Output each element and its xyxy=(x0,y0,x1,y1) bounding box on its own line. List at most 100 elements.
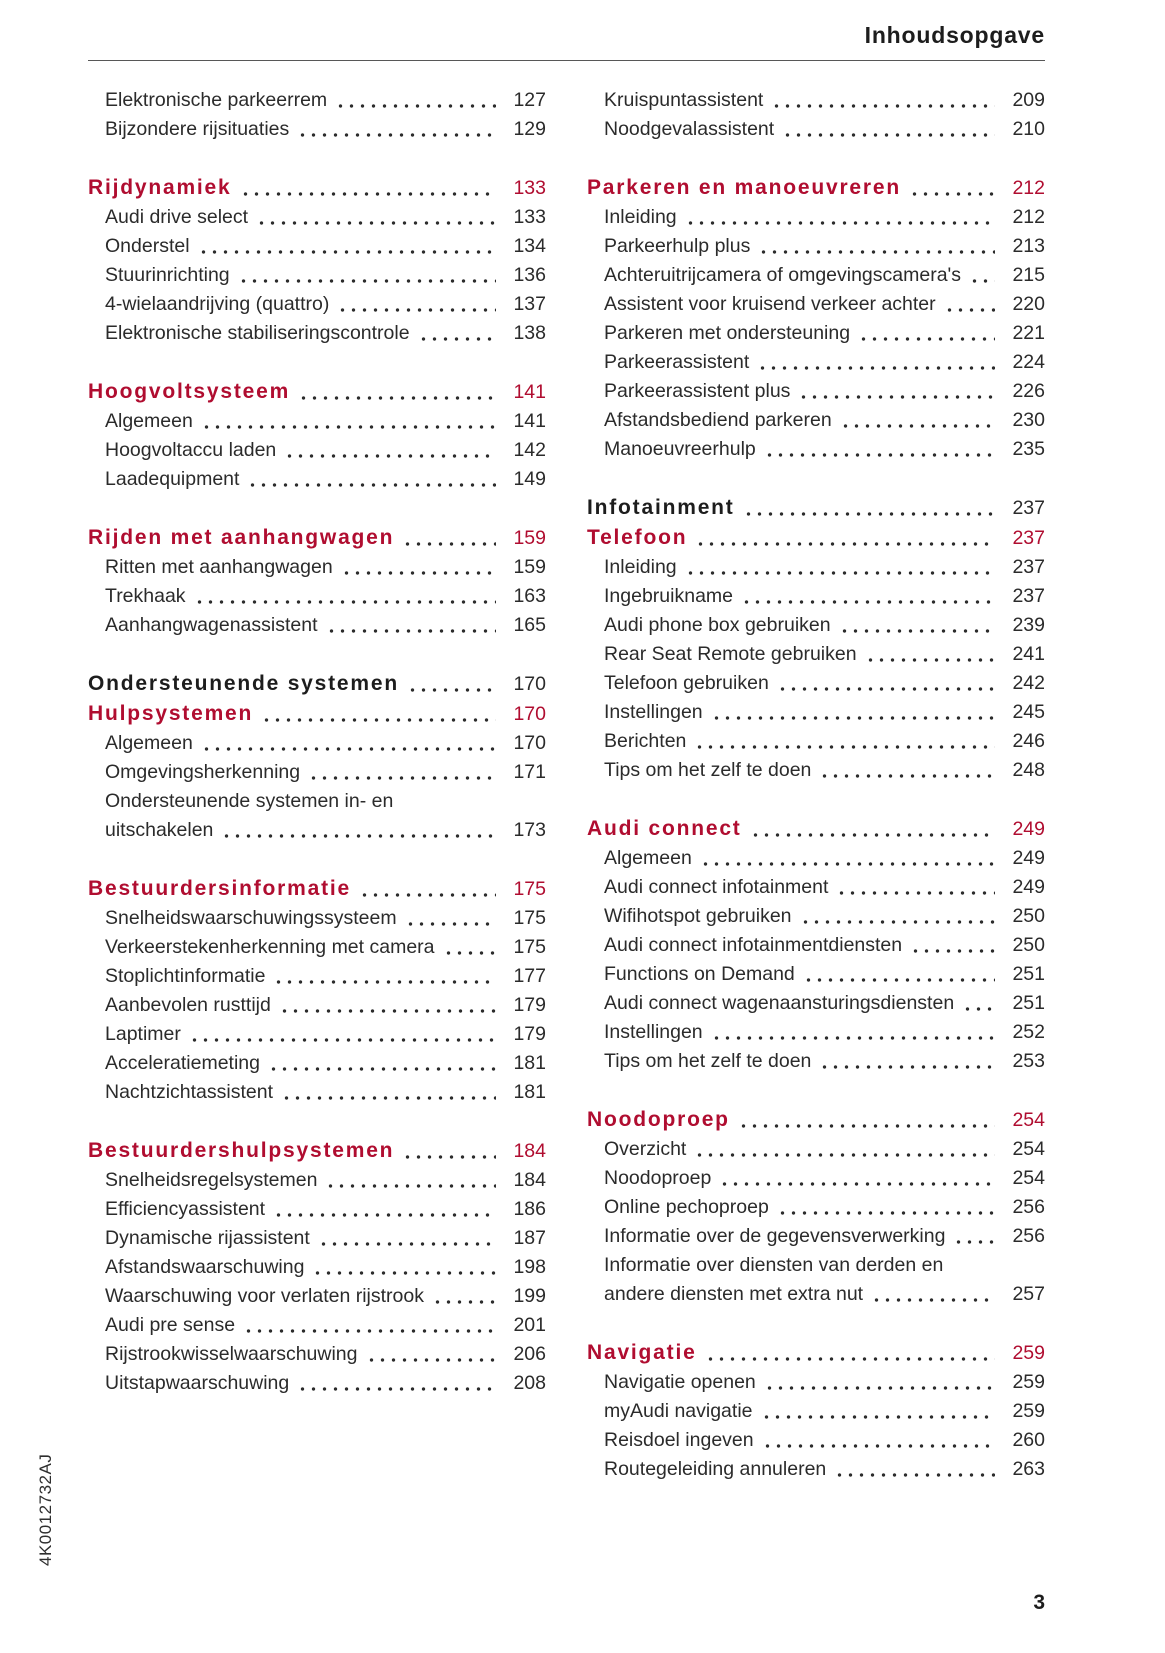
toc-entry[interactable]: Aanbevolen rusttijd 179 xyxy=(88,991,546,1020)
toc-entry[interactable]: Elektronische stabiliseringscontrole 138 xyxy=(88,319,546,348)
toc-entry[interactable]: Audi connect infotainment 249 xyxy=(587,873,1045,902)
toc-entry[interactable]: 4-wielaandrijving (quattro) 137 xyxy=(88,290,546,319)
toc-entry[interactable]: Verkeerstekenherkenning met camera 175 xyxy=(88,933,546,962)
toc-entry[interactable]: Audi phone box gebruiken 239 xyxy=(587,611,1045,640)
toc-entry[interactable]: Online pechoproep 256 xyxy=(587,1193,1045,1222)
toc-entry[interactable]: Algemeen 170 xyxy=(88,729,546,758)
toc-entry-label: Hoogvoltaccu laden xyxy=(105,439,277,461)
toc-entry[interactable]: Algemeen 249 xyxy=(587,844,1045,873)
toc-entry[interactable]: Navigatie openen 259 xyxy=(587,1368,1045,1397)
toc-chapter-entry[interactable]: Navigatie 259 xyxy=(587,1338,1045,1368)
toc-entry[interactable]: andere diensten met extra nut 257 xyxy=(587,1280,1045,1309)
toc-entry-label: Inleiding xyxy=(604,206,677,228)
toc-entry[interactable]: Informatie over de gegevensverwerking 256 xyxy=(587,1222,1045,1251)
toc-entry[interactable]: Laadequipment 149 xyxy=(88,465,546,494)
toc-entry[interactable]: Aanhangwagenassistent 165 xyxy=(88,611,546,640)
toc-chapter-entry[interactable]: Rijdynamiek 133 xyxy=(88,173,546,203)
toc-entry[interactable]: Instellingen 245 xyxy=(587,698,1045,727)
page-title: Inhoudsopgave xyxy=(864,22,1045,48)
toc-entry[interactable]: Inleiding 237 xyxy=(587,553,1045,582)
toc-entry-label: Algemeen xyxy=(604,847,692,869)
toc-entry-page: 175 xyxy=(513,878,546,900)
dot-leader xyxy=(239,191,496,197)
toc-entry[interactable]: Elektronische parkeerrem 127 xyxy=(88,86,546,115)
toc-entry[interactable]: Laptimer 179 xyxy=(88,1020,546,1049)
toc-entry[interactable]: Inleiding 212 xyxy=(587,203,1045,232)
toc-group: Audi connect 249 Algemeen 249 Audi connect i… xyxy=(587,814,1045,1076)
toc-entry[interactable]: Snelheidswaarschuwingssysteem 175 xyxy=(88,904,546,933)
toc-chapter-entry[interactable]: Bestuurdersinformatie 175 xyxy=(88,874,546,904)
toc-entry[interactable]: Efficiencyassistent 186 xyxy=(88,1195,546,1224)
toc-entry[interactable]: Noodgevalassistent 210 xyxy=(587,115,1045,144)
toc-chapter-entry[interactable]: Infotainment 237 xyxy=(587,493,1045,523)
toc-entry[interactable]: Wifihotspot gebruiken 250 xyxy=(587,902,1045,931)
toc-entry[interactable]: Achteruitrijcamera of omgevingscamera's 2… xyxy=(587,261,1045,290)
toc-chapter-entry[interactable]: Noodoproep 254 xyxy=(587,1105,1045,1135)
toc-entry[interactable]: Parkeren met ondersteuning 221 xyxy=(587,319,1045,348)
toc-entry-label: Algemeen xyxy=(105,732,193,754)
toc-entry[interactable]: Audi drive select 133 xyxy=(88,203,546,232)
toc-entry[interactable]: Afstandsbediend parkeren 230 xyxy=(587,406,1045,435)
toc-entry[interactable]: Reisdoel ingeven 260 xyxy=(587,1426,1045,1455)
dot-leader xyxy=(763,452,995,458)
toc-chapter-entry[interactable]: Rijden met aanhangwagen 159 xyxy=(88,523,546,553)
toc-entry-label: Afstandswaarschuwing xyxy=(105,1256,305,1278)
toc-chapter-entry[interactable]: Audi connect 249 xyxy=(587,814,1045,844)
toc-chapter-entry[interactable]: Parkeren en manoeuvreren 212 xyxy=(587,173,1045,203)
toc-chapter-entry[interactable]: Hulpsystemen 170 xyxy=(88,699,546,729)
toc-entry[interactable]: Informatie over diensten van derden en xyxy=(587,1251,1045,1280)
toc-entry[interactable]: Rear Seat Remote gebruiken 241 xyxy=(587,640,1045,669)
toc-entry[interactable]: Audi connect wagenaansturingsdiensten 251 xyxy=(587,989,1045,1018)
dot-leader xyxy=(757,365,995,371)
toc-entry[interactable]: Waarschuwing voor verlaten rijstrook 199 xyxy=(88,1282,546,1311)
dot-leader xyxy=(771,103,995,109)
toc-entry[interactable]: Berichten 246 xyxy=(587,727,1045,756)
toc-entry[interactable]: Rijstrookwisselwaarschuwing 206 xyxy=(88,1340,546,1369)
toc-group: Navigatie 259 Navigatie openen 259 myAudi na… xyxy=(587,1338,1045,1484)
toc-entry[interactable]: Bijzondere rijsituaties 129 xyxy=(88,115,546,144)
toc-entry[interactable]: Afstandswaarschuwing 198 xyxy=(88,1253,546,1282)
toc-entry-label: Routegeleiding annuleren xyxy=(604,1458,827,1480)
toc-entry[interactable]: Stuurinrichting 136 xyxy=(88,261,546,290)
toc-entry[interactable]: Nachtzichtassistent 181 xyxy=(88,1078,546,1107)
toc-entry[interactable]: Parkeerassistent 224 xyxy=(587,348,1045,377)
toc-entry[interactable]: Parkeerassistent plus 226 xyxy=(587,377,1045,406)
toc-entry[interactable]: Omgevingsherkenning 171 xyxy=(88,758,546,787)
toc-entry[interactable]: Acceleratiemeting 181 xyxy=(88,1049,546,1078)
toc-entry[interactable]: Kruispuntassistent 209 xyxy=(587,86,1045,115)
toc-entry[interactable]: Onderstel 134 xyxy=(88,232,546,261)
toc-entry[interactable]: Overzicht 254 xyxy=(587,1135,1045,1164)
toc-entry[interactable]: Hoogvoltaccu laden 142 xyxy=(88,436,546,465)
toc-entry[interactable]: Snelheidsregelsystemen 184 xyxy=(88,1166,546,1195)
toc-entry[interactable]: Ingebruikname 237 xyxy=(587,582,1045,611)
toc-entry[interactable]: myAudi navigatie 259 xyxy=(587,1397,1045,1426)
toc-entry[interactable]: Assistent voor kruisend verkeer achter 22… xyxy=(587,290,1045,319)
toc-entry[interactable]: Noodoproep 254 xyxy=(587,1164,1045,1193)
toc-entry[interactable]: Audi connect infotainmentdiensten 250 xyxy=(587,931,1045,960)
toc-entry-label: Hulpsystemen xyxy=(88,702,254,725)
toc-entry-label: Noodgevalassistent xyxy=(604,118,775,140)
toc-entry[interactable]: Tips om het zelf te doen 248 xyxy=(587,756,1045,785)
toc-entry[interactable]: Manoeuvreerhulp 235 xyxy=(587,435,1045,464)
toc-entry[interactable]: Algemeen 141 xyxy=(88,407,546,436)
toc-entry[interactable]: Uitstapwaarschuwing 208 xyxy=(88,1369,546,1398)
toc-entry[interactable]: Trekhaak 163 xyxy=(88,582,546,611)
toc-chapter-entry[interactable]: Hoogvoltsysteem 141 xyxy=(88,377,546,407)
toc-entry-label: Parkeerassistent xyxy=(604,351,750,373)
toc-entry[interactable]: Ritten met aanhangwagen 159 xyxy=(88,553,546,582)
toc-chapter-entry[interactable]: Bestuurdershulpsystemen 184 xyxy=(88,1136,546,1166)
toc-entry[interactable]: Instellingen 252 xyxy=(587,1018,1045,1047)
toc-entry[interactable]: Audi pre sense 201 xyxy=(88,1311,546,1340)
toc-entry[interactable]: Tips om het zelf te doen 253 xyxy=(587,1047,1045,1076)
toc-entry[interactable]: Functions on Demand 251 xyxy=(587,960,1045,989)
toc-entry[interactable]: uitschakelen 173 xyxy=(88,816,546,845)
toc-entry[interactable]: Telefoon gebruiken 242 xyxy=(587,669,1045,698)
toc-chapter-entry[interactable]: Telefoon 237 xyxy=(587,523,1045,553)
toc-entry[interactable]: Stoplichtinformatie 177 xyxy=(88,962,546,991)
toc-entry[interactable]: Parkeerhulp plus 213 xyxy=(587,232,1045,261)
toc-entry[interactable]: Dynamische rijassistent 187 xyxy=(88,1224,546,1253)
toc-entry[interactable]: Ondersteunende systemen in- en xyxy=(88,787,546,816)
toc-chapter-entry[interactable]: Ondersteunende systemen 170 xyxy=(88,669,546,699)
toc-entry-page: 129 xyxy=(513,118,546,140)
toc-entry[interactable]: Routegeleiding annuleren 263 xyxy=(587,1455,1045,1484)
